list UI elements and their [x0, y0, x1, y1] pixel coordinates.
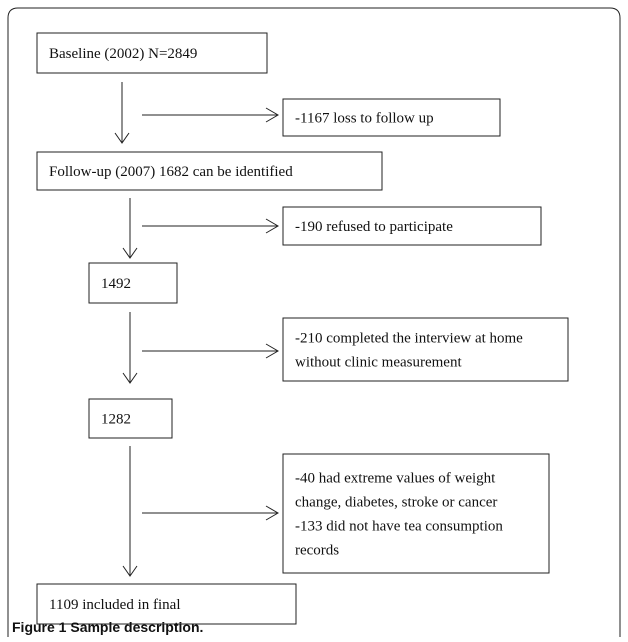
- node-text: 1109 included in final: [49, 597, 181, 613]
- arrows: [114, 82, 279, 577]
- node-text: records: [295, 543, 339, 559]
- nodes: Baseline (2002) N=2849 -1167 loss to foll…: [36, 32, 569, 625]
- node-text: change, diabetes, stroke or cancer: [295, 495, 497, 511]
- node-text: -1167 loss to follow up: [295, 111, 434, 127]
- caption: Figure 1 Sample description.: [12, 619, 203, 635]
- node-text: Follow-up (2007) 1682 can be identified: [49, 164, 293, 180]
- node-box: [88, 398, 173, 439]
- node-text: -40 had extreme values of weight: [295, 471, 496, 487]
- node-box: [36, 151, 383, 191]
- node-text: -210 completed the interview at home: [295, 331, 523, 347]
- node-text: -133 did not have tea consumption: [295, 519, 503, 535]
- node-box: [282, 206, 542, 246]
- node-text: -190 refused to participate: [295, 219, 453, 235]
- node-box: [282, 98, 501, 137]
- node-box: [88, 262, 178, 304]
- node-box: [36, 32, 268, 74]
- node-text: Baseline (2002) N=2849: [49, 46, 197, 62]
- caption-text: Sample description.: [70, 619, 203, 635]
- node-box: [282, 317, 569, 382]
- node-text: 1492: [101, 276, 131, 292]
- node-box: [282, 453, 550, 574]
- frame: [7, 7, 621, 637]
- node-text: 1282: [101, 412, 131, 428]
- caption-label: Figure 1: [12, 619, 67, 635]
- node-text: without clinic measurement: [295, 355, 462, 371]
- node-box: [36, 583, 297, 625]
